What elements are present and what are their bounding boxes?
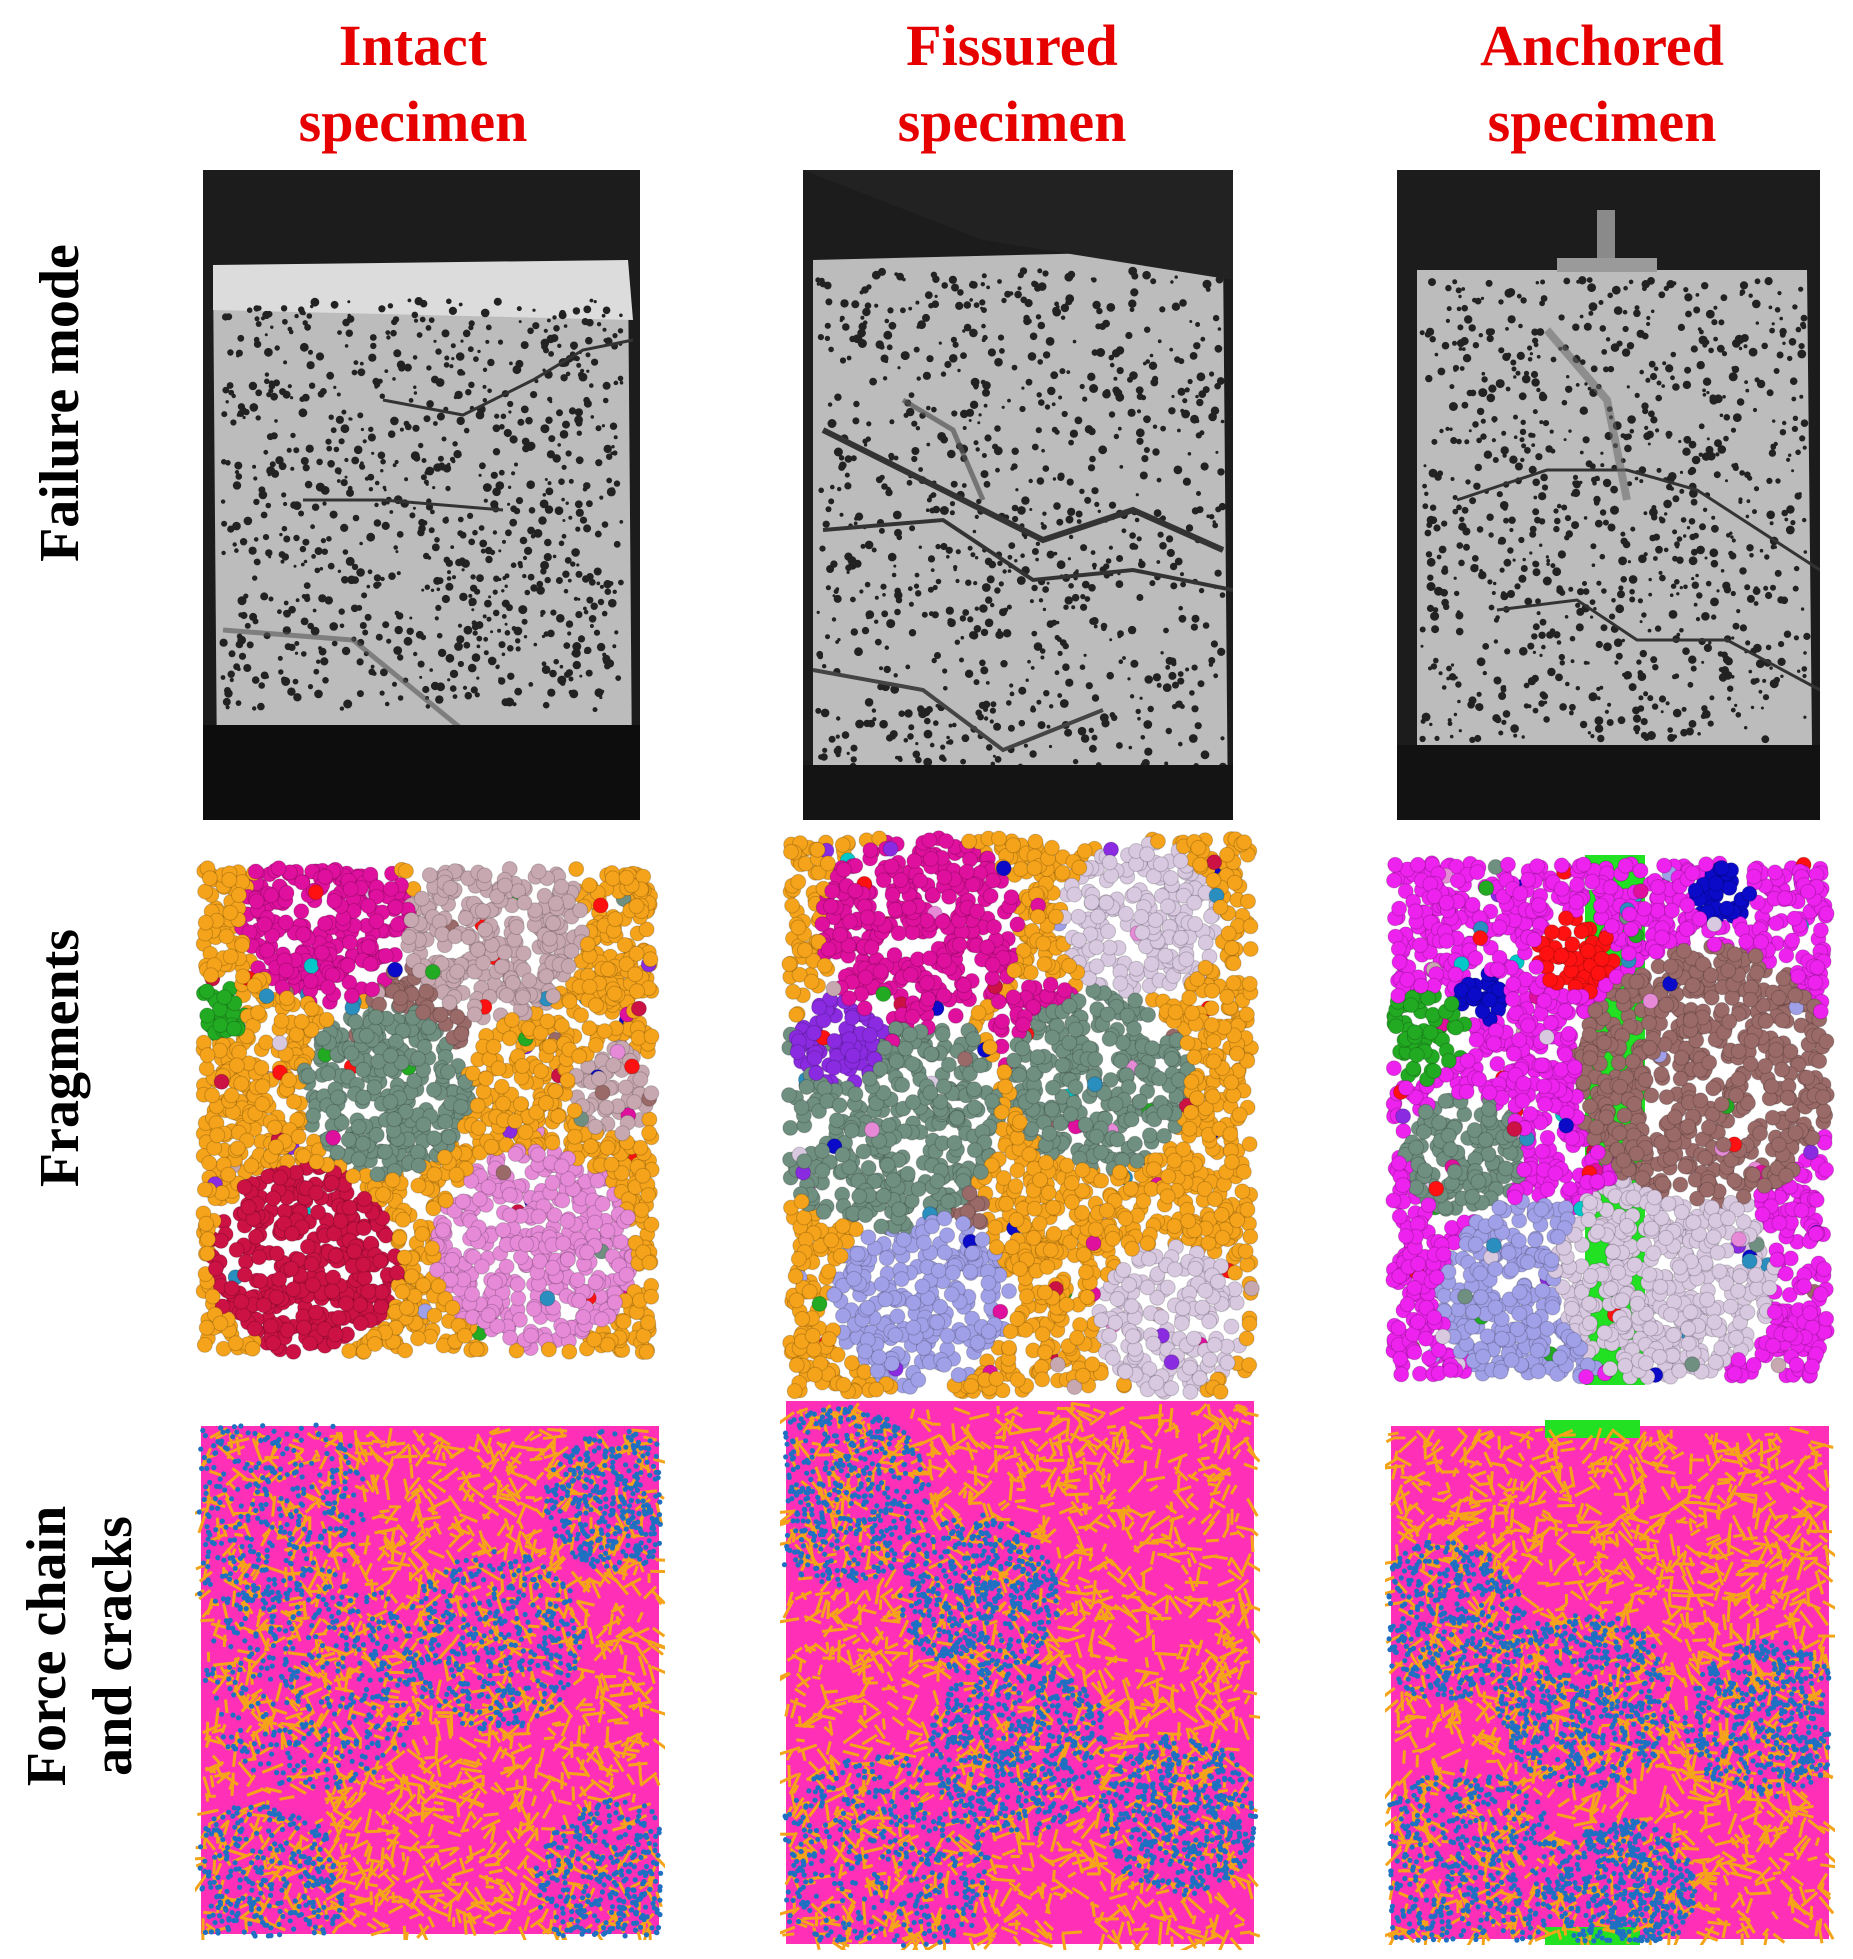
failure-photo-intact: [203, 170, 640, 820]
row-label-line-1: Fragments: [27, 878, 93, 1238]
fragments-intact: [195, 860, 660, 1360]
column-heading-anchored: Anchored specimen: [1372, 8, 1832, 160]
heading-line-2: specimen: [183, 84, 643, 160]
row-label-line-1: Failure mode: [27, 193, 93, 613]
row-label-line-1: Force chain: [14, 1436, 80, 1856]
row-label-failure-mode: Failure mode: [27, 193, 93, 613]
fragments-fissured: [780, 830, 1260, 1400]
failure-photo-fissured: [803, 170, 1233, 820]
failure-photo-anchored: [1397, 170, 1820, 820]
row-label-line-2: and cracks: [80, 1436, 146, 1856]
heading-line-2: specimen: [782, 84, 1242, 160]
row-label-fragments: Fragments: [27, 878, 93, 1238]
force-chain-fissured: [780, 1395, 1260, 1950]
force-chain-intact: [195, 1420, 665, 1940]
fragments-anchored: [1385, 855, 1835, 1385]
heading-line-1: Anchored: [1372, 8, 1832, 84]
force-chain-anchored: [1385, 1420, 1835, 1945]
column-heading-fissured: Fissured specimen: [782, 8, 1242, 160]
heading-line-1: Intact: [183, 8, 643, 84]
heading-line-1: Fissured: [782, 8, 1242, 84]
column-heading-intact: Intact specimen: [183, 8, 643, 160]
row-label-force-chain: Force chain and cracks: [14, 1436, 146, 1856]
heading-line-2: specimen: [1372, 84, 1832, 160]
